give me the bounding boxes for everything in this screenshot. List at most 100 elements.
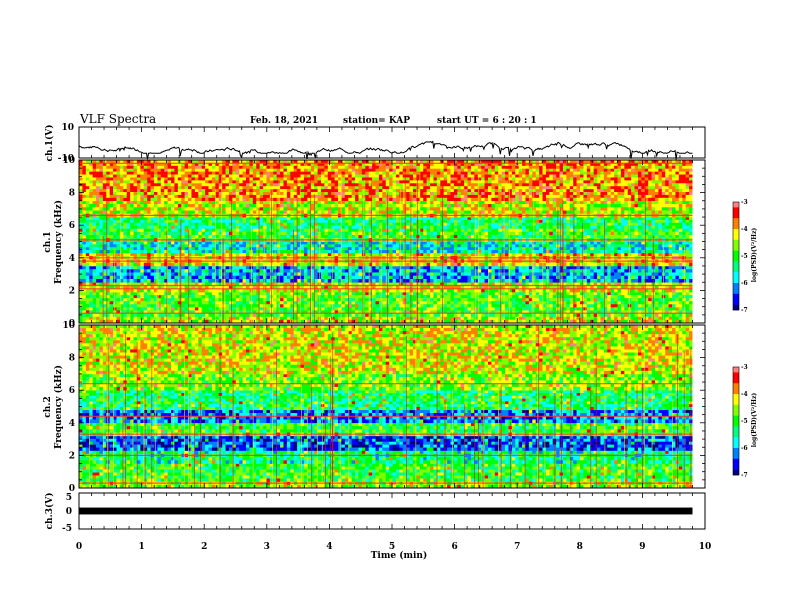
spectrogram-cell (672, 301, 676, 304)
spectrogram-cell (99, 269, 103, 273)
spectrogram-cell (116, 263, 120, 267)
spectrogram-cell (283, 313, 287, 316)
spectrogram-cell (147, 242, 151, 245)
spectrogram-cell (679, 244, 683, 247)
spectrogram-cell (641, 247, 645, 250)
spectrogram-cell (590, 292, 594, 295)
spectrogram-cell (89, 247, 93, 250)
spectrogram-cell (525, 301, 529, 304)
spectrogram-cell (113, 244, 117, 247)
spectrogram-cell (481, 250, 485, 253)
spectrogram-cell (522, 247, 526, 250)
spectrogram-cell (580, 298, 584, 301)
spectrogram-cell (280, 228, 284, 232)
spectrogram-cell (430, 253, 434, 257)
spectrogram-cell (502, 301, 506, 304)
spectrogram-cell (226, 242, 230, 245)
spectrogram-cell (447, 266, 451, 270)
spectrogram-cell (263, 307, 267, 310)
spectrogram-cell (587, 276, 591, 280)
spectrogram-cell (93, 301, 97, 304)
spectrogram-cell (597, 316, 601, 320)
spectrogram-cell (502, 272, 506, 276)
spectrogram-cell (335, 247, 339, 250)
spectrogram-cell (566, 272, 570, 276)
spectrogram-cell (655, 301, 659, 304)
spectrogram-cell (471, 298, 475, 301)
spectrogram-cell (440, 253, 444, 257)
spectrogram-cell (522, 304, 526, 307)
spectrogram-cell (451, 295, 455, 298)
spectrogram-cell (481, 316, 485, 320)
spectrogram-cell (583, 298, 587, 301)
spectrogram-cell (413, 292, 417, 295)
spectrogram-cell (679, 316, 683, 320)
spectrogram-cell (345, 316, 349, 320)
spectrogram-cell (587, 304, 591, 307)
spectrogram-cell (423, 266, 427, 270)
spectrogram-cell (491, 247, 495, 250)
spectrogram-cell (79, 276, 83, 280)
spectrogram-cell (665, 242, 669, 245)
spectrogram-cell (236, 298, 240, 301)
spectrogram-cell (635, 228, 639, 232)
spectrogram-cell (658, 279, 662, 283)
spectrogram-cell (277, 304, 281, 307)
spectrogram-cell (594, 269, 598, 273)
spectrogram-cell (451, 253, 455, 257)
spectrogram-cell (563, 313, 567, 316)
spectrogram-cell (389, 276, 393, 280)
spectrogram-cell (174, 313, 178, 316)
spectrogram-cell (522, 316, 526, 320)
spectrogram-cell (137, 295, 141, 298)
spectrogram-cell (665, 247, 669, 250)
spectrogram-cell (430, 242, 434, 245)
spectrogram-cell (93, 232, 97, 236)
spectrogram-cell (185, 269, 189, 273)
spectrogram-cell (413, 301, 417, 304)
spectrogram-cell (481, 228, 485, 232)
spectrogram-cell (689, 266, 693, 270)
spectrogram-cell (376, 279, 380, 283)
spectrogram-cell (202, 298, 206, 301)
spectrogram-cell (515, 279, 519, 283)
spectrogram-cell (280, 242, 284, 245)
spectrogram-cell (137, 232, 141, 236)
spectrogram-cell (515, 242, 519, 245)
spectrogram-cell (665, 295, 669, 298)
spectrogram-cell (522, 292, 526, 295)
spectrogram-cell (181, 242, 185, 245)
spectrogram-cell (280, 263, 284, 267)
spectrogram-cell (99, 279, 103, 283)
spectrogram-cell (600, 316, 604, 320)
spectrogram-cell (304, 253, 308, 257)
spectrogram-cell (185, 307, 189, 310)
spectrogram-cell (205, 266, 209, 270)
spectrogram-cell (655, 269, 659, 273)
spectrogram-cell (672, 295, 676, 298)
spectrogram-cell (202, 253, 206, 257)
spectrogram-cell (345, 250, 349, 253)
spectrogram-cell (352, 298, 356, 301)
spectrogram-cell (508, 247, 512, 250)
spectrogram-cell (151, 295, 155, 298)
spectrogram-cell (406, 263, 410, 267)
spectrogram-cell (82, 228, 86, 232)
spectrogram-cell (287, 292, 291, 295)
spectrogram-cell (232, 242, 236, 245)
spectrogram-cell (140, 263, 144, 267)
spectrogram-cell (410, 242, 414, 245)
spectrogram-cell (134, 304, 138, 307)
spectrogram-cell (427, 272, 431, 276)
spectrogram-cell (277, 307, 281, 310)
spectrogram-cell (321, 242, 325, 245)
spectrogram-cell (301, 295, 305, 298)
spectrogram-cell (243, 304, 247, 307)
spectrogram-cell (485, 313, 489, 316)
spectrogram-cell (335, 301, 339, 304)
spectrogram-cell (580, 228, 584, 232)
spectrogram-cell (130, 295, 134, 298)
spectrogram-cell (597, 228, 601, 232)
spectrogram-cell (215, 228, 219, 232)
spectrogram-cell (430, 307, 434, 310)
